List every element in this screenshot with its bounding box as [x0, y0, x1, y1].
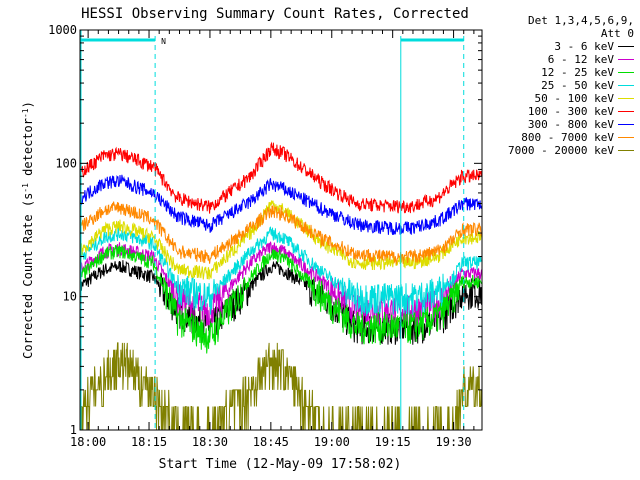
- legend-swatch: [618, 111, 634, 112]
- legend-entry-9: 7000 - 20000 keV: [484, 144, 634, 157]
- legend-entry-8: 800 - 7000 keV: [484, 131, 634, 144]
- chart-title: HESSI Observing Summary Count Rates, Cor…: [81, 6, 469, 22]
- y-tick-label-3: 100: [55, 156, 77, 170]
- series-line-2: [79, 241, 482, 329]
- x-tick-label-7: 19:30: [436, 435, 472, 449]
- y-tick-label-2: 10: [63, 290, 77, 304]
- legend-swatch: [618, 85, 634, 86]
- legend-attenuator: Att 0: [600, 27, 634, 40]
- series-line-6: [79, 141, 482, 214]
- legend-label: 100 - 300 keV: [527, 105, 614, 118]
- series-line-8: [79, 201, 482, 266]
- legend-entry-4: 25 - 50 keV: [484, 79, 634, 92]
- legend-label: 50 - 100 keV: [534, 92, 614, 105]
- legend-swatch: [618, 72, 634, 73]
- legend-entry-5: 50 - 100 keV: [484, 92, 634, 105]
- x-tick-label-4: 18:45: [253, 435, 289, 449]
- legend-swatch: [618, 137, 634, 138]
- legend-entry-2: 6 - 12 keV: [484, 53, 634, 66]
- legend-label: 300 - 800 keV: [527, 118, 614, 131]
- series-line-4: [79, 225, 482, 316]
- legend-detectors: Det 1,3,4,5,6,9,: [528, 14, 634, 27]
- y-axis-label: Corrected Count Rate (s-1 detector-1): [21, 101, 35, 359]
- legend-entry-3: 12 - 25 keV: [484, 66, 634, 79]
- legend-swatch: [618, 98, 634, 99]
- legend-label: 25 - 50 keV: [541, 79, 614, 92]
- legend-label: 12 - 25 keV: [541, 66, 614, 79]
- saa-annotation: N: [161, 37, 166, 46]
- series-line-9: [79, 342, 482, 431]
- series-line-3: [79, 244, 482, 354]
- x-tick-label-2: 18:15: [131, 435, 167, 449]
- legend-entry-1: 3 - 6 keV: [484, 40, 634, 53]
- x-tick-label-1: 18:00: [70, 435, 106, 449]
- x-tick-label-3: 18:30: [192, 435, 228, 449]
- x-tick-label-6: 19:15: [375, 435, 411, 449]
- legend-swatch: [618, 46, 634, 47]
- y-tick-label-4: 1000: [48, 23, 77, 37]
- legend-swatch: [618, 124, 634, 125]
- legend-entry-6: 100 - 300 keV: [484, 105, 634, 118]
- series-line-7: [79, 174, 482, 235]
- legend-swatch: [618, 59, 634, 60]
- legend-label: 800 - 7000 keV: [521, 131, 614, 144]
- y-tick-label-1: 1: [70, 423, 77, 437]
- legend-label: 3 - 6 keV: [554, 40, 614, 53]
- legend-label: 6 - 12 keV: [547, 53, 614, 66]
- legend-label: 7000 - 20000 keV: [508, 144, 614, 157]
- legend-entry-7: 300 - 800 keV: [484, 118, 634, 131]
- x-axis-label: Start Time (12-May-09 17:58:02): [159, 457, 402, 472]
- legend: Det 1,3,4,5,6,9, Att 0 3 - 6 keV 6 - 12 k…: [484, 14, 634, 157]
- series-line-1: [79, 260, 482, 345]
- x-tick-label-5: 19:00: [314, 435, 350, 449]
- legend-swatch: [618, 150, 634, 151]
